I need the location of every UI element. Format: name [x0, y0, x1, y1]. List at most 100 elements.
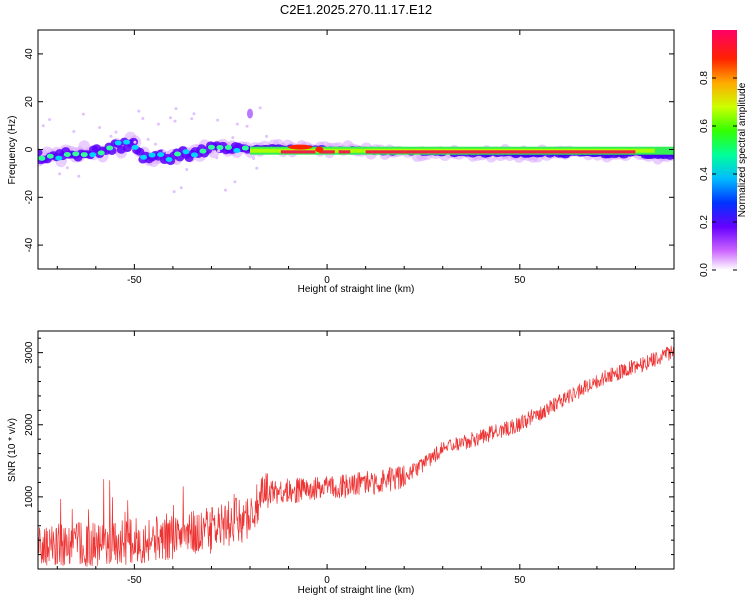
heatmap-cell — [81, 112, 85, 116]
heatmap-cell — [174, 151, 182, 157]
heatmap-cell — [89, 152, 97, 158]
colorbar-label: Normalized spectral amplitude — [737, 82, 748, 217]
heatmap-marks — [38, 106, 674, 194]
x-tick-label: 0 — [324, 275, 330, 286]
y-tick-label: 40 — [24, 48, 35, 60]
heatmap-cell — [165, 157, 173, 163]
heatmap-cell — [38, 155, 46, 161]
snr-ylabel: SNR (10 * v/v) — [7, 418, 18, 482]
y-tick-label: 3000 — [24, 341, 35, 364]
x-tick-label: -50 — [127, 275, 142, 286]
heatmap-cell — [233, 180, 237, 184]
heatmap-cell — [48, 118, 52, 122]
heatmap-cell — [55, 155, 63, 161]
heatmap-cell — [173, 119, 177, 123]
heatmap-peak — [365, 150, 405, 154]
x-tick-label: -50 — [127, 575, 142, 586]
x-tick-label: 50 — [514, 575, 526, 586]
heatmap-cell — [199, 148, 207, 154]
colorbar-tick-label: 0.0 — [699, 263, 710, 277]
heatmap-cell — [146, 137, 150, 141]
heatmap-ylabel: Frequency (Hz) — [7, 116, 18, 185]
heatmap-cell — [140, 154, 148, 160]
heatmap-cell — [247, 108, 253, 119]
heatmap-cell — [174, 107, 178, 111]
heatmap-cell — [192, 112, 196, 116]
snr-ticks: -50 0 50 1000 2000 3000 — [24, 331, 675, 586]
heatmap-peak — [319, 150, 335, 154]
heatmap-cell — [156, 122, 160, 126]
heatmap-cell — [168, 116, 172, 120]
snr-series-line — [38, 345, 674, 567]
heatmap-cell — [63, 151, 71, 157]
heatmap-cell — [148, 152, 156, 158]
heatmap-cell — [216, 145, 224, 151]
heatmap-cell — [73, 147, 77, 151]
y-tick-label: 20 — [24, 96, 35, 108]
x-tick-label: 50 — [514, 275, 526, 286]
heatmap-cell — [172, 190, 176, 194]
heatmap-cell — [114, 130, 118, 134]
heatmap-cell — [58, 172, 62, 176]
heatmap-cell — [153, 142, 157, 146]
heatmap-peak — [404, 150, 636, 154]
figure-title: C2E1.2025.270.11.17.E12 — [280, 2, 432, 17]
heatmap-cell — [114, 140, 122, 146]
heatmap-cell — [252, 156, 256, 160]
heatmap-cell — [215, 156, 219, 160]
heatmap-cell — [38, 148, 43, 157]
heatmap-cell — [80, 152, 88, 158]
heatmap-cell — [241, 145, 249, 151]
snr-frame — [37, 330, 675, 570]
heatmap-peak — [288, 144, 313, 150]
heatmap-cell — [179, 186, 183, 190]
heatmap-cell — [97, 150, 105, 156]
heatmap-cell — [131, 144, 139, 150]
heatmap-cell — [141, 117, 145, 121]
heatmap-cell — [135, 147, 145, 156]
heatmap-cell — [265, 134, 269, 138]
colorbar-ticks: 0.0 0.2 0.4 0.6 0.8 — [699, 71, 737, 277]
heatmap-cell — [207, 144, 215, 150]
snr-panel: -50 0 50 1000 2000 3000 Height of straight li… — [7, 330, 675, 596]
heatmap-cell — [255, 166, 259, 170]
colorbar-tick-label: 0.8 — [699, 71, 710, 85]
colorbar-tick-label: 0.2 — [699, 215, 710, 229]
colorbar-gradient — [712, 30, 737, 270]
y-tick-label: -20 — [24, 190, 35, 205]
y-tick-label: -40 — [24, 237, 35, 252]
heatmap-cell — [65, 166, 69, 170]
heatmap-cell — [258, 106, 262, 110]
y-tick-label: 1000 — [24, 485, 35, 508]
heatmap-cell — [41, 124, 45, 128]
heatmap-xlabel: Height of straight line (km) — [298, 284, 415, 295]
heatmap-cell — [216, 118, 220, 122]
heatmap-cell — [72, 130, 76, 134]
heatmap-cell — [245, 124, 249, 128]
heatmap-cell — [185, 168, 189, 172]
heatmap-peak — [338, 150, 351, 154]
heatmap-ticks: -50 0 50 -40 -20 0 20 40 — [24, 30, 675, 286]
heatmap-cell — [109, 134, 113, 138]
heatmap-cell — [190, 117, 194, 121]
colorbar: 0.0 0.2 0.4 0.6 0.8 Normalized spectral ampl… — [699, 30, 748, 277]
heatmap-panel: -50 0 50 -40 -20 0 20 40 Height of straight lin… — [7, 29, 675, 295]
colorbar-tick-label: 0.6 — [699, 119, 710, 133]
y-tick-label: 0 — [24, 146, 35, 152]
heatmap-cell — [231, 136, 235, 140]
heatmap-cell — [77, 174, 81, 178]
heatmap-peak — [315, 146, 324, 153]
heatmap-cell — [46, 153, 54, 159]
heatmap-cell — [195, 143, 199, 147]
heatmap-cell — [123, 139, 131, 145]
heatmap-cell — [133, 140, 137, 144]
snr-xlabel: Height of straight line (km) — [298, 585, 415, 596]
heatmap-cell — [157, 152, 165, 158]
y-tick-label: 2000 — [24, 413, 35, 436]
heatmap-cell — [190, 152, 198, 158]
heatmap-cell — [235, 122, 239, 126]
heatmap-peak — [280, 150, 316, 154]
heatmap-cell — [72, 151, 80, 157]
